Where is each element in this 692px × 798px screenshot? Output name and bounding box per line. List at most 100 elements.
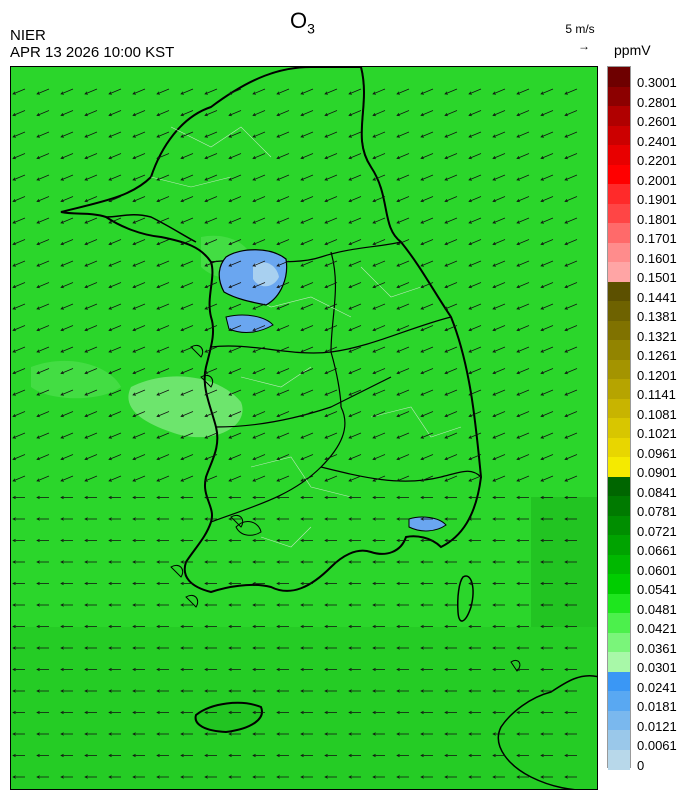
wind-arrow-icon xyxy=(396,603,409,607)
wind-arrow-icon xyxy=(516,646,529,650)
wind-arrow-icon xyxy=(12,260,26,267)
wind-arrow-icon xyxy=(12,560,25,564)
wind-vector-field xyxy=(12,88,578,779)
wind-arrow-icon xyxy=(252,517,265,521)
wind-arrow-icon xyxy=(564,560,577,564)
wind-arrow-icon xyxy=(540,753,553,758)
wind-arrow-icon xyxy=(420,196,434,203)
wind-arrow-icon xyxy=(372,174,386,181)
wind-arrow-icon xyxy=(348,538,361,543)
wind-arrow-icon xyxy=(180,710,193,715)
wind-arrow-icon xyxy=(540,667,553,672)
wind-arrow-icon xyxy=(84,732,97,736)
wind-arrow-icon xyxy=(108,174,122,181)
wind-arrow-icon xyxy=(564,432,578,439)
wind-arrow-icon xyxy=(420,753,433,758)
wind-arrow-icon xyxy=(276,689,289,693)
wind-arrow-icon xyxy=(540,432,554,439)
wind-arrow-icon xyxy=(444,368,458,375)
wind-arrow-icon xyxy=(36,560,49,564)
wind-arrow-icon xyxy=(396,538,409,543)
wind-arrow-icon xyxy=(12,346,26,353)
wind-arrow-icon xyxy=(420,646,433,650)
wind-arrow-icon xyxy=(468,689,481,693)
wind-arrow-icon xyxy=(156,475,170,482)
wind-arrow-icon xyxy=(228,538,241,543)
wind-arrow-icon xyxy=(108,667,121,672)
wind-arrow-icon xyxy=(300,538,313,543)
wind-arrow-icon xyxy=(348,603,361,607)
wind-arrow-icon xyxy=(36,88,50,95)
wind-arrow-icon xyxy=(468,196,482,203)
wind-arrow-icon xyxy=(540,368,554,375)
wind-arrow-icon xyxy=(420,775,433,779)
map-canvas xyxy=(11,67,597,789)
wind-arrow-icon xyxy=(372,389,386,396)
colorbar-tick-label: 0.0781 xyxy=(637,504,677,519)
wind-arrow-icon xyxy=(156,689,169,693)
wind-arrow-icon xyxy=(396,131,410,138)
wind-arrow-icon xyxy=(12,667,25,672)
wind-arrow-icon xyxy=(348,196,362,203)
wind-arrow-icon xyxy=(300,775,313,779)
wind-arrow-icon xyxy=(12,517,25,521)
wind-arrow-icon xyxy=(36,131,50,138)
wind-arrow-icon xyxy=(540,282,554,289)
wind-arrow-icon xyxy=(516,538,529,543)
wind-arrow-icon xyxy=(276,368,290,375)
wind-arrow-icon xyxy=(492,153,506,160)
wind-arrow-icon xyxy=(60,689,73,693)
wind-arrow-icon xyxy=(468,538,481,543)
wind-arrow-icon xyxy=(300,667,313,672)
wind-arrow-icon xyxy=(324,495,337,500)
wind-arrow-icon xyxy=(252,710,265,715)
wind-arrow-icon xyxy=(228,325,242,332)
wind-arrow-icon xyxy=(540,710,553,715)
wind-arrow-icon xyxy=(132,196,146,203)
wind-arrow-icon xyxy=(204,346,218,353)
province-border-3 xyxy=(215,376,392,428)
wind-arrow-icon xyxy=(180,646,193,650)
wind-arrow-icon xyxy=(348,775,361,779)
wind-arrow-icon xyxy=(348,153,362,160)
wind-arrow-icon xyxy=(372,88,386,95)
wind-arrow-icon xyxy=(156,88,170,95)
wind-arrow-icon xyxy=(564,153,578,160)
wind-arrow-icon xyxy=(132,667,145,672)
wind-arrow-icon xyxy=(156,495,169,500)
wind-arrow-icon xyxy=(564,667,577,672)
wind-arrow-icon xyxy=(564,389,578,396)
wind-arrow-icon xyxy=(12,174,26,181)
wind-arrow-icon xyxy=(228,174,242,181)
wind-arrow-icon xyxy=(540,732,553,736)
wind-arrow-icon xyxy=(204,88,218,95)
colorbar-cell xyxy=(608,710,630,731)
wind-arrow-icon xyxy=(204,110,218,117)
wind-arrow-icon xyxy=(12,110,26,117)
wind-arrow-icon xyxy=(84,624,97,629)
wind-arrow-icon xyxy=(36,603,49,607)
wind-arrow-icon xyxy=(468,517,481,521)
wind-arrow-icon xyxy=(516,153,530,160)
wind-arrow-icon xyxy=(228,196,242,203)
wind-arrow-icon xyxy=(396,581,409,586)
wind-arrow-icon xyxy=(36,581,49,586)
wind-arrow-icon xyxy=(228,646,241,650)
wind-arrow-icon xyxy=(12,389,26,396)
wind-arrow-icon xyxy=(516,131,530,138)
wind-arrow-icon xyxy=(84,239,98,246)
colorbar-cell xyxy=(608,457,630,477)
wind-arrow-icon xyxy=(84,775,97,779)
wind-arrow-icon xyxy=(468,495,481,500)
wind-arrow-icon xyxy=(204,454,218,461)
wind-arrow-icon xyxy=(324,217,338,224)
vector-key-label: 5 m/s xyxy=(565,22,595,36)
wind-arrow-icon xyxy=(324,131,338,138)
wind-arrow-icon xyxy=(60,110,74,117)
wind-arrow-icon xyxy=(324,581,337,586)
wind-arrow-icon xyxy=(276,732,289,736)
wind-arrow-icon xyxy=(84,538,97,543)
wind-arrow-icon xyxy=(252,217,266,224)
wind-arrow-icon xyxy=(468,110,482,117)
wind-arrow-icon xyxy=(420,560,433,564)
